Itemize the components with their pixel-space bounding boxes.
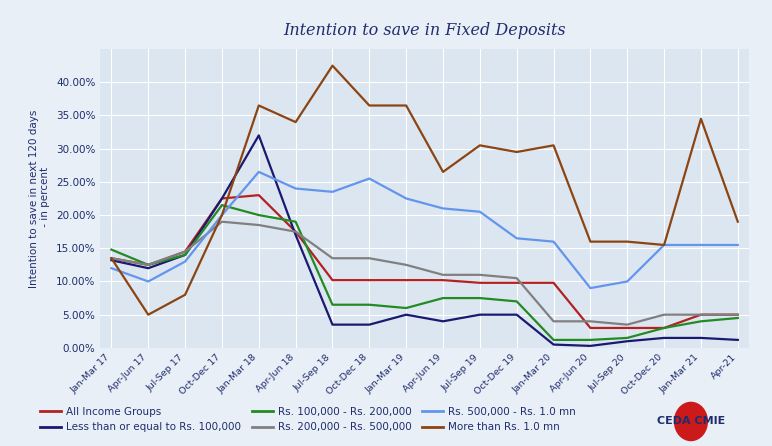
Title: Intention to save in Fixed Deposits: Intention to save in Fixed Deposits [283,22,566,39]
Text: CEDA CMIE: CEDA CMIE [657,417,725,426]
Y-axis label: Intention to save in next 120 days
 - in percent: Intention to save in next 120 days - in … [29,109,50,288]
Legend: All Income Groups, Less than or equal to Rs. 100,000, Rs. 100,000 - Rs. 200,000,: All Income Groups, Less than or equal to… [36,403,580,436]
Ellipse shape [675,402,707,441]
